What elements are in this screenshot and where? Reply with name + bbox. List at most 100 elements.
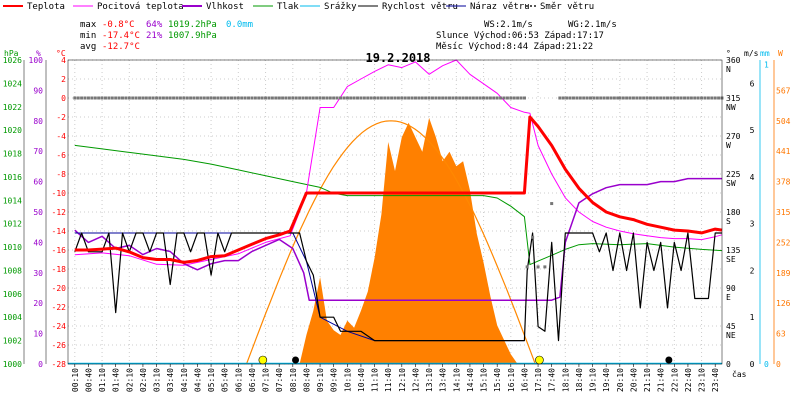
wind-direction-dot [635, 96, 639, 100]
wind-direction-dot [465, 96, 469, 100]
wind-direction-dot [578, 96, 582, 100]
wind-direction-dot [121, 96, 124, 100]
wind-direction-dot [144, 96, 148, 100]
hpa-tick-label: 1006 [3, 290, 22, 299]
x-tick-label: 12:10 [398, 368, 407, 392]
humidity-tick-label: 10 [33, 330, 43, 339]
wind-direction-dot [595, 96, 599, 100]
wind-direction-dot [199, 96, 203, 100]
x-tick-label: 00:10 [71, 368, 80, 392]
wind-direction-dot [103, 96, 107, 100]
wind-direction-dot [550, 202, 554, 206]
wind-direction-dot [648, 96, 652, 100]
wind-direction-dot [223, 96, 227, 100]
solar-tick-label: 567 [776, 86, 791, 95]
temperature-tick-label: -16 [52, 246, 67, 255]
wind-direction-dot [185, 96, 189, 100]
x-tick-label: 21:40 [657, 368, 666, 392]
wind-direction-dot [713, 96, 717, 100]
wind-direction-dot [417, 96, 421, 100]
hpa-tick-label: 1026 [3, 56, 22, 65]
humidity-tick-label: 100 [29, 56, 44, 65]
wind-direction-dot [516, 96, 520, 100]
wind-direction-dot [304, 96, 308, 100]
direction-tick-compass: NE [726, 331, 736, 340]
wind-direction-dot [131, 96, 135, 100]
wind-direction-dot [311, 96, 315, 100]
wind-direction-dot [638, 96, 642, 100]
wind-direction-dot [606, 96, 610, 100]
sun-marker [535, 355, 544, 365]
plot-frame [67, 59, 723, 365]
humidity-tick-label: 40 [33, 238, 43, 247]
wind-direction-dot [531, 235, 535, 239]
wind-direction-dot [366, 96, 370, 100]
solar-axis-title: W [778, 49, 783, 58]
wind-direction-dot [468, 96, 472, 100]
wind-direction-dot [413, 96, 417, 100]
wind-direction-dot [525, 265, 529, 269]
wind-direction-dot [298, 96, 302, 100]
wind-direction-dot [212, 96, 216, 100]
wind-direction-dot [396, 96, 400, 100]
wind-direction-dot [672, 96, 676, 100]
temperature-tick-label: 0 [61, 94, 66, 103]
wind-direction-dot [492, 96, 496, 100]
wind-direction-dot [155, 96, 159, 100]
wind-direction-dot [451, 96, 455, 100]
wind-direction-dot [277, 96, 281, 100]
wind-direction-dot [444, 96, 448, 100]
solar-tick-label: 378 [776, 178, 791, 187]
x-tick-label: 13:40 [439, 368, 448, 392]
x-tick-label: 02:10 [125, 368, 134, 392]
wind-direction-dot [284, 96, 288, 100]
solar-radiation-area [299, 117, 518, 365]
wind-direction-dot [93, 96, 97, 100]
wind-speed-tick-label: 6 [750, 79, 755, 88]
wind-direction-dot [512, 96, 516, 100]
wind-direction-dot [114, 96, 118, 100]
wind-direction-dot [206, 96, 210, 100]
x-tick-label: 07:40 [275, 368, 284, 392]
wind-direction-dot [291, 96, 295, 100]
x-tick-label: 12:40 [411, 368, 420, 392]
x-tick-label: 08:10 [289, 368, 298, 392]
wind-direction-dot [83, 96, 87, 100]
wind-direction-dot [287, 96, 291, 100]
wind-direction-dot [430, 96, 434, 100]
x-tick-label: 16:10 [507, 368, 516, 392]
x-tick-label: 15:10 [480, 368, 489, 392]
humidity-tick-label: 70 [33, 147, 43, 156]
wind-direction-dot [403, 96, 407, 100]
wind-direction-dot [475, 96, 479, 100]
wind-direction-dot [609, 96, 613, 100]
direction-tick-compass: W [726, 141, 731, 150]
wind-direction-dot [274, 96, 278, 100]
wind-direction-dot [410, 96, 414, 100]
x-tick-label: 23:10 [698, 368, 707, 392]
wind-direction-dot [565, 96, 569, 100]
wind-direction-dot [710, 96, 714, 100]
wind-direction-dot [631, 96, 635, 100]
x-tick-label: 22:40 [684, 368, 693, 392]
wind-direction-dot [592, 96, 596, 100]
hpa-tick-label: 1018 [3, 150, 22, 159]
wind-speed-axis-title: m/s [744, 49, 759, 58]
wind-direction-dot [124, 96, 128, 100]
wind-direction-dot [448, 96, 451, 100]
wind-direction-dot [308, 96, 312, 100]
temperature-tick-label: -6 [56, 151, 66, 160]
wind-direction-dot [127, 96, 131, 100]
wind-direction-dot [703, 96, 707, 100]
solar-tick-label: 126 [776, 299, 791, 308]
rain-tick-label: 0 [764, 360, 769, 369]
wind-direction-dot [257, 96, 261, 100]
chart-title: 19.2.2018 [365, 51, 430, 65]
wind-direction-dot [264, 96, 268, 100]
hpa-tick-label: 1024 [3, 79, 22, 88]
direction-tick-label: 135 [726, 246, 741, 255]
wind-direction-dot [161, 96, 165, 100]
wind-direction-dot [561, 96, 565, 100]
legend-vlhkost: Vlhkost [206, 2, 244, 12]
stats-min-temp: -17.4°C [102, 31, 140, 41]
